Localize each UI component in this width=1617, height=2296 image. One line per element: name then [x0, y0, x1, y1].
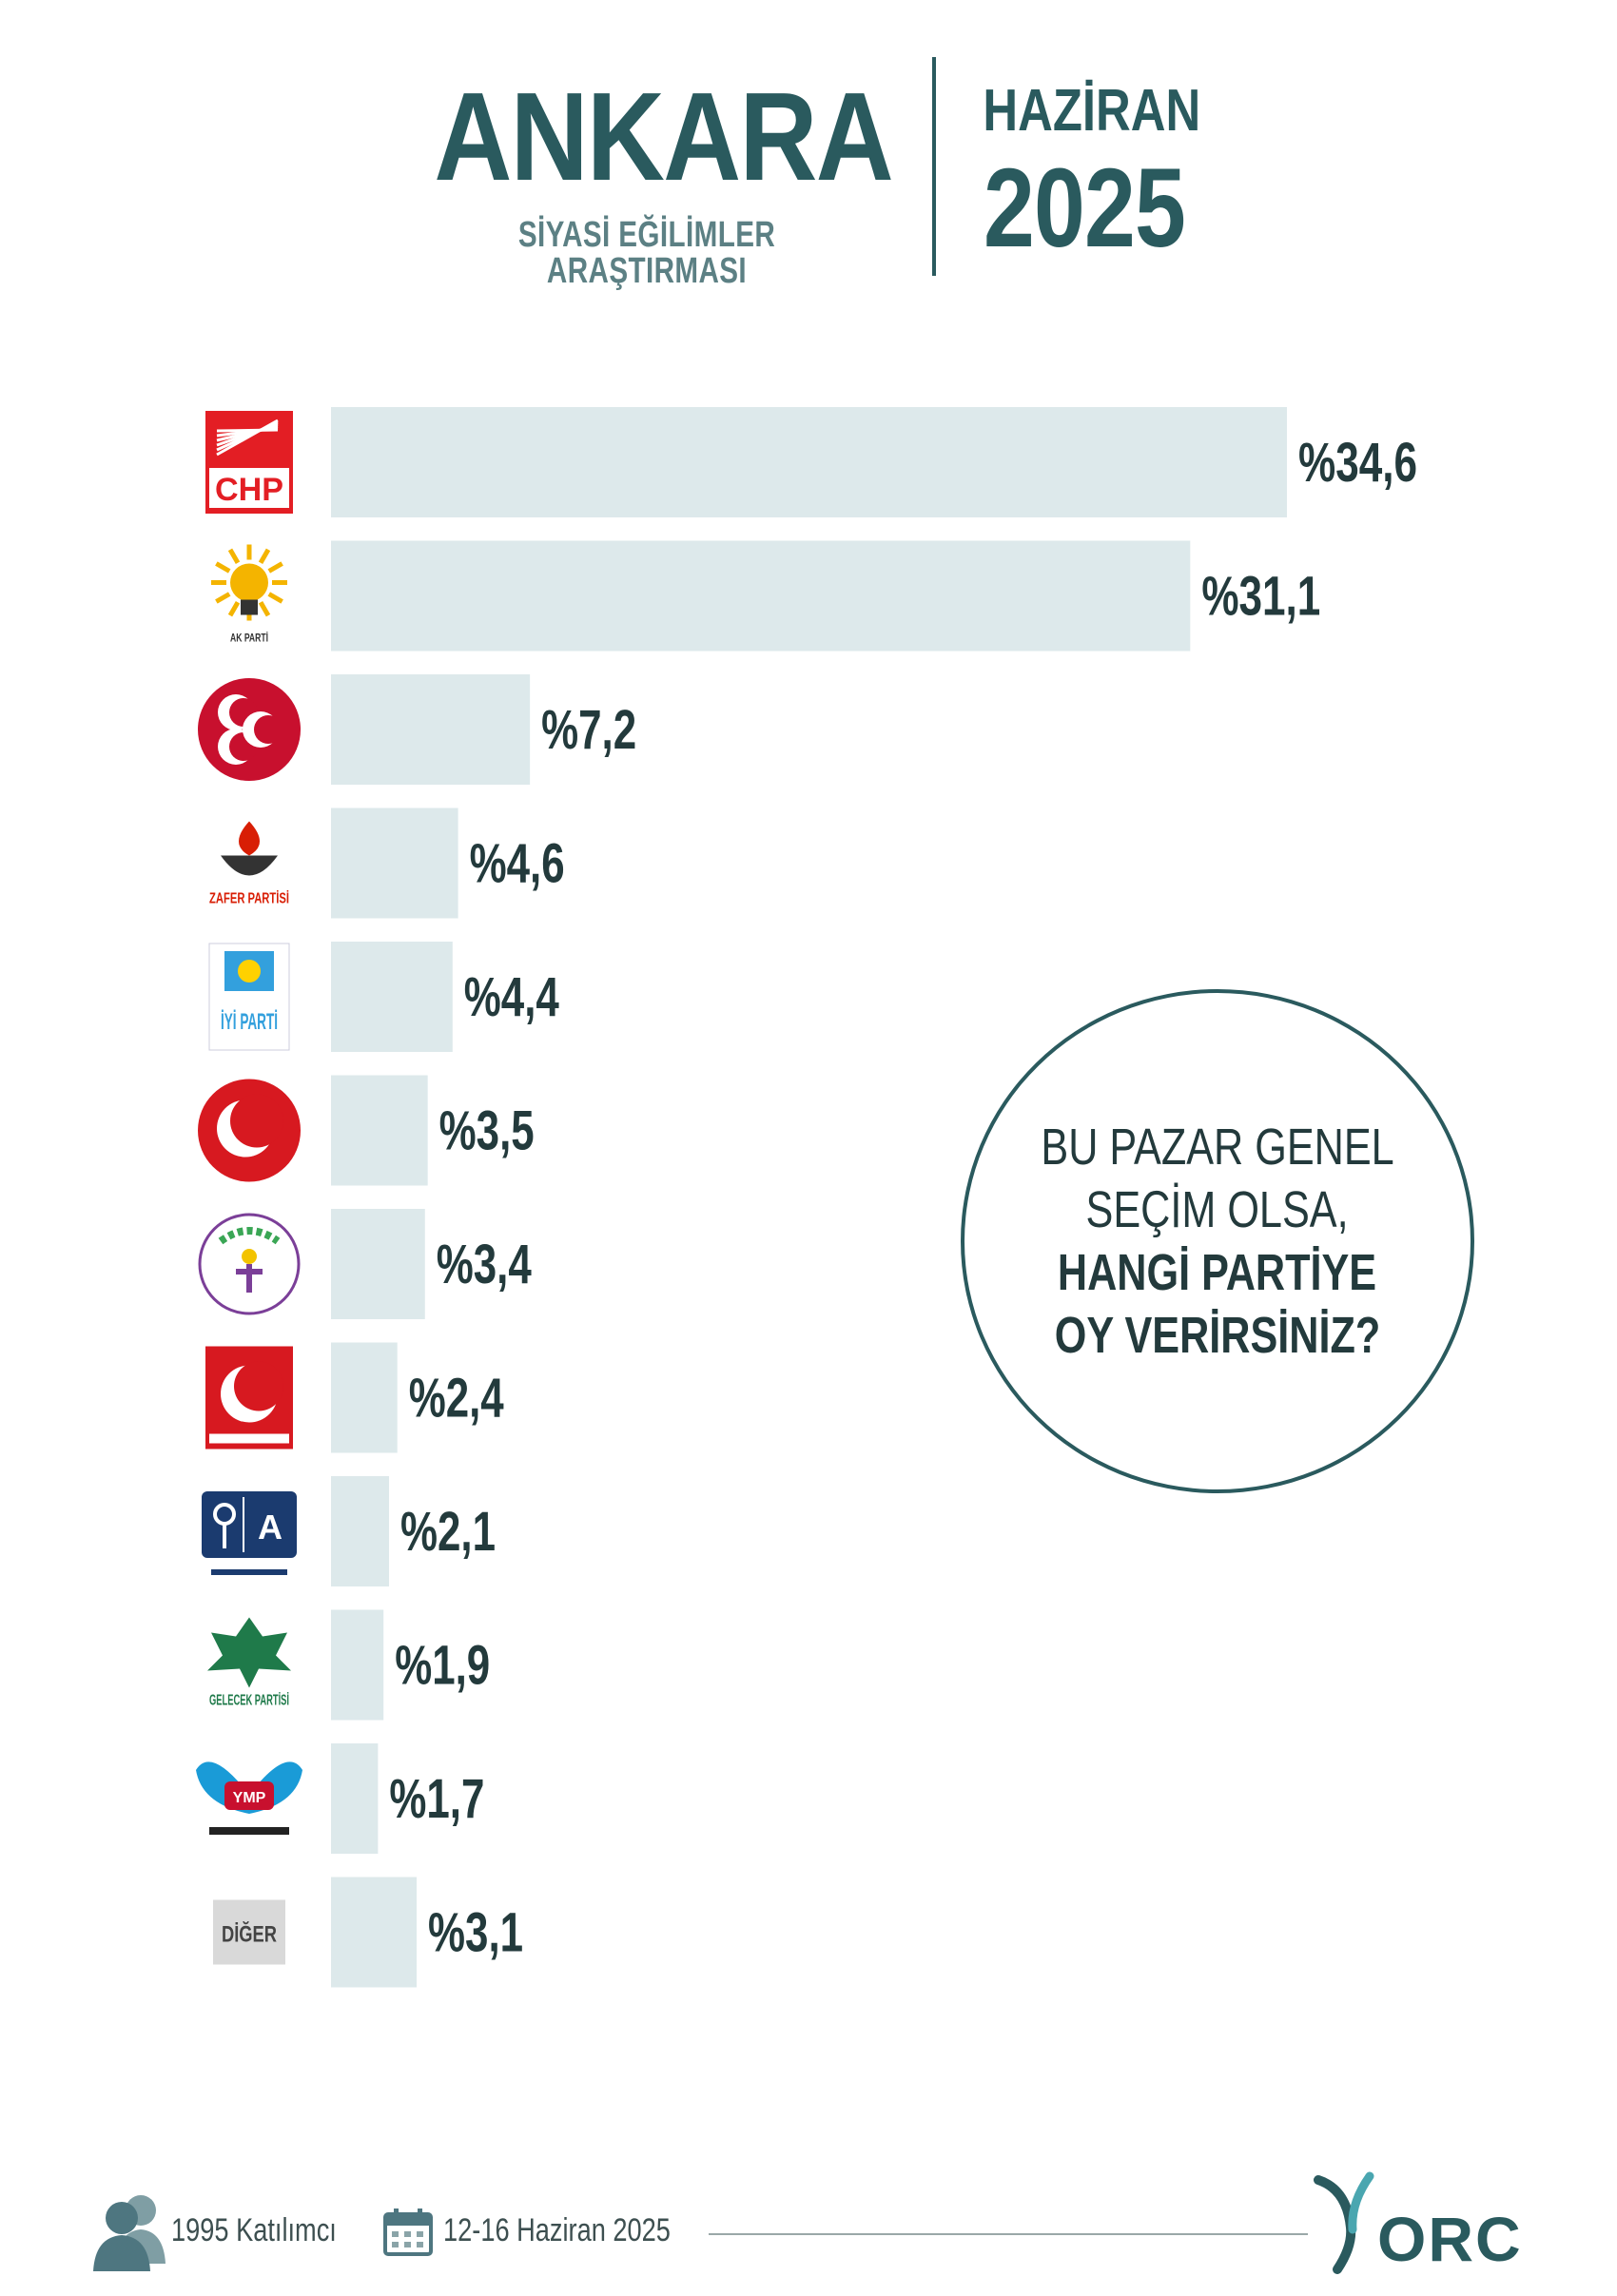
- anahtar-parti-logo-icon: A: [202, 1491, 297, 1575]
- participants-count: 1995 Katılımcı: [171, 2212, 337, 2248]
- bar-12: [331, 1877, 418, 1988]
- bar-6: [331, 1075, 428, 1186]
- bar-2: [331, 540, 1191, 652]
- orc-logo-icon: [1314, 2171, 1374, 2274]
- value-label-1: %34,6: [1298, 432, 1417, 494]
- ymp-logo-icon: YMP: [196, 1761, 302, 1835]
- chp-logo-icon: CHP: [205, 411, 293, 514]
- bar-1: [331, 407, 1287, 517]
- survey-month: HAZİRAN: [983, 78, 1201, 144]
- question-line-1: BU PAZAR GENEL: [1041, 1119, 1394, 1176]
- value-label-3: %7,2: [541, 699, 636, 761]
- mhp-logo-icon: [198, 678, 301, 781]
- question-line-4: OY VERİRSİNİZ?: [1054, 1307, 1381, 1364]
- calendar-icon: [383, 2208, 433, 2256]
- bar-9: [331, 1476, 389, 1586]
- iyi-parti-logo-icon: İYİ PARTİ: [208, 943, 290, 1051]
- logo-label: YMP: [233, 1790, 266, 1806]
- footer: 1995 Katılımcı 12-16 Haziran 2025 ORC: [0, 2169, 1617, 2283]
- logo-label: ZAFER PARTİSİ: [209, 890, 289, 907]
- logo-label: CHP: [215, 472, 283, 508]
- ak-parti-logo-icon: AK PARTİ: [211, 544, 287, 645]
- survey-dates: 12-16 Haziran 2025: [443, 2212, 671, 2248]
- bar-3: [331, 674, 531, 785]
- value-label-12: %3,1: [428, 1902, 523, 1964]
- footer-rule: [709, 2233, 1308, 2235]
- value-label-9: %2,1: [400, 1501, 496, 1563]
- zafer-partisi-logo-icon: ZAFER PARTİSİ: [209, 821, 289, 907]
- bar-7: [331, 1209, 425, 1319]
- value-label-7: %3,4: [437, 1234, 532, 1295]
- logo-label: GELECEK PARTİSİ: [209, 1692, 289, 1709]
- survey-year: 2025: [984, 146, 1186, 271]
- value-label-6: %3,5: [439, 1100, 535, 1162]
- header-divider: [932, 57, 936, 276]
- bar-8: [331, 1342, 398, 1453]
- bar-10: [331, 1609, 384, 1721]
- value-label-10: %1,9: [395, 1635, 490, 1697]
- gelecek-partisi-logo-icon: GELECEK PARTİSİ: [207, 1617, 291, 1709]
- value-label-2: %31,1: [1201, 566, 1320, 628]
- bar-4: [331, 807, 458, 919]
- diger-logo-icon: DİĞER: [213, 1899, 285, 1965]
- value-label-4: %4,6: [470, 833, 565, 895]
- orc-logo-text: ORC: [1377, 2204, 1523, 2274]
- logo-label: A: [258, 1508, 282, 1547]
- bars-group: %34,6 %31,1 %7,2 %4,6 %4,4 %3,5 %3,4 %2,4 %2,1 %1…: [331, 407, 1417, 1988]
- logo-label: AK PARTİ: [230, 631, 268, 645]
- logo-label: İYİ PARTİ: [221, 1009, 278, 1035]
- bbp-logo-icon: [205, 1346, 293, 1450]
- value-label-11: %1,7: [389, 1768, 484, 1830]
- question-circle: BU PAZAR GENEL SEÇİM OLSA, HANGİ PARTİYE…: [961, 989, 1474, 1493]
- question-line-3: HANGİ PARTİYE: [1058, 1244, 1377, 1301]
- logo-label: DİĞER: [222, 1921, 277, 1948]
- page-title: ANKARA: [434, 67, 893, 206]
- party-logos-group: CHP AK PARTİ ZAFER PARTİSİ İYİ PARTİ A GELECE…: [196, 411, 302, 1965]
- question-line-2: SEÇİM OLSA,: [1085, 1181, 1350, 1238]
- participants-icon: [93, 2195, 166, 2271]
- bar-5: [331, 942, 453, 1052]
- value-label-8: %2,4: [409, 1368, 504, 1430]
- page-subtitle: SİYASİ EĞİLİMLER ARAŞTIRMASI: [517, 215, 776, 291]
- yeniden-refah-logo-icon: [198, 1079, 301, 1182]
- bar-11: [331, 1743, 379, 1854]
- dem-parti-logo-icon: [198, 1213, 301, 1315]
- value-label-5: %4,4: [464, 966, 559, 1028]
